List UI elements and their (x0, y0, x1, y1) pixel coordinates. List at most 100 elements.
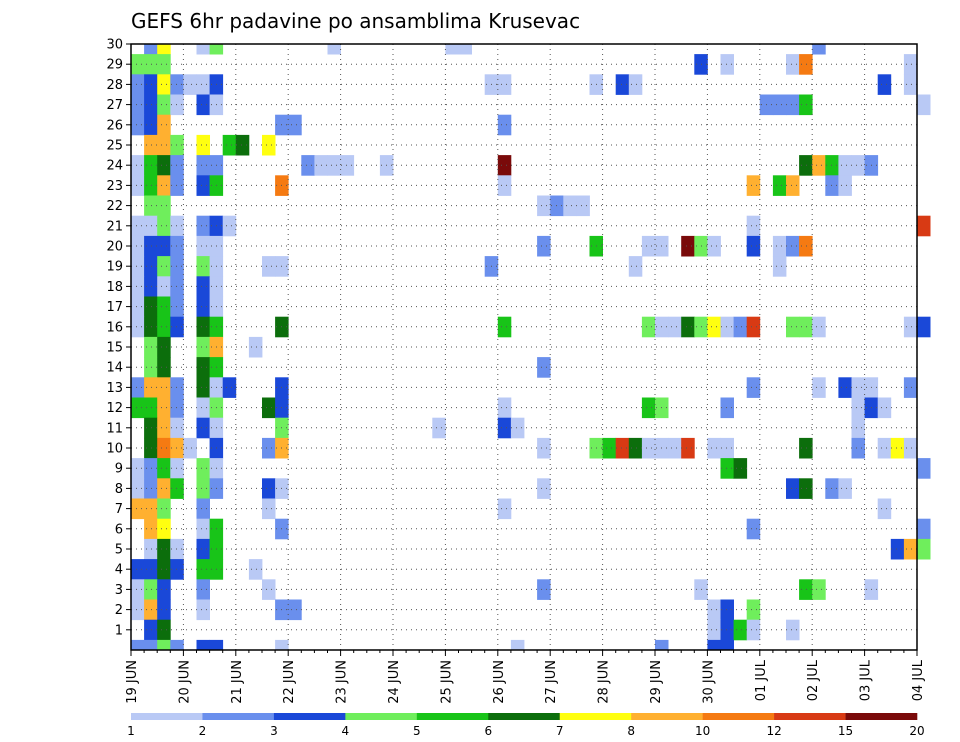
y-tick-label: 6 (115, 522, 123, 537)
precip-cell (497, 417, 512, 439)
precip-cell (733, 619, 748, 641)
precip-cell (157, 478, 171, 499)
precip-cell (144, 296, 158, 318)
precip-cell (628, 256, 643, 277)
precip-cell (157, 437, 171, 459)
precip-cell (786, 54, 800, 75)
precip-cell (746, 599, 761, 621)
precip-cell (196, 417, 210, 439)
y-tick-label: 27 (106, 98, 123, 113)
precip-cell (733, 316, 748, 338)
precip-cell (196, 94, 210, 116)
precip-cell (157, 498, 171, 520)
precip-cell (877, 498, 892, 520)
y-tick-label: 19 (106, 260, 123, 275)
y-tick-label: 2 (115, 603, 123, 618)
precip-cell (157, 397, 171, 419)
precipitation-cells (131, 44, 931, 651)
y-tick-label: 12 (106, 401, 123, 416)
precip-cell (170, 134, 184, 156)
precip-cell (720, 316, 734, 338)
colorbar-label: 5 (413, 724, 421, 738)
precip-cell (838, 377, 852, 398)
precip-cell (157, 256, 171, 277)
precip-cell (144, 538, 158, 560)
y-tick-label: 23 (106, 179, 123, 194)
precip-cell (131, 215, 145, 237)
x-tick-label: 02 JUL (806, 659, 821, 701)
precip-cell (851, 437, 865, 459)
colorbar-segment (702, 713, 775, 720)
x-tick-label: 22 JUN (282, 660, 297, 704)
precip-cell (615, 437, 630, 459)
precip-cell (917, 316, 931, 338)
colorbar-label: 20 (909, 724, 924, 738)
precip-cell (144, 74, 158, 95)
precip-cell (825, 155, 839, 176)
precip-cell (170, 478, 184, 499)
precip-cell (917, 94, 931, 116)
precip-cell (707, 619, 721, 641)
precip-cell (903, 538, 918, 560)
precip-cell (458, 44, 472, 55)
precip-cell (248, 559, 263, 580)
precip-cell (131, 74, 145, 95)
precip-cell (131, 94, 145, 116)
precip-cell (196, 74, 210, 95)
precip-cell (170, 458, 184, 479)
x-tick-label: 23 JUN (335, 660, 350, 704)
precip-cell (196, 538, 210, 560)
precip-cell (131, 397, 145, 419)
precip-cell (327, 44, 341, 55)
precip-cell (209, 639, 224, 651)
precip-cell (144, 518, 158, 540)
precip-cell (445, 44, 459, 55)
precip-cell (746, 235, 761, 257)
precip-cell (641, 437, 656, 459)
precip-cell (720, 437, 734, 459)
precip-cell (681, 316, 695, 338)
precip-cell (602, 437, 617, 459)
precip-cell (157, 377, 171, 398)
precip-cell (144, 316, 158, 338)
precip-cell (144, 579, 158, 600)
y-tick-label: 7 (115, 502, 123, 517)
precip-cell (196, 296, 210, 318)
precip-cell (170, 538, 184, 560)
precip-cell (144, 175, 158, 196)
precip-cell (157, 114, 171, 136)
precip-cell (144, 195, 158, 217)
precip-cell (131, 478, 145, 499)
precip-cell (170, 215, 184, 237)
precip-cell (746, 175, 761, 196)
precip-cell (786, 478, 800, 499)
precip-cell (183, 437, 197, 459)
precip-cell (196, 357, 210, 378)
precip-cell (196, 316, 210, 338)
precip-cell (144, 599, 158, 621)
precip-cell (131, 276, 145, 297)
precip-cell (157, 215, 171, 237)
precip-cell (786, 94, 800, 116)
precip-cell (131, 256, 145, 277)
precip-cell (681, 437, 695, 459)
colorbar: 1 2 3 4 5 6 7 8 10 12 15 20 (127, 713, 925, 738)
colorbar-segment (416, 713, 489, 720)
precip-cell (248, 336, 263, 358)
precip-cell (707, 235, 721, 257)
precip-cell (746, 619, 761, 641)
y-tick-label: 16 (106, 320, 123, 335)
precip-cell (655, 639, 669, 651)
x-tick-label: 27 JUN (544, 660, 559, 704)
precip-cell (903, 74, 918, 95)
y-tick-label: 17 (106, 300, 123, 315)
y-tick-label: 15 (106, 341, 123, 356)
precip-cell (196, 559, 210, 580)
precip-cell (131, 316, 145, 338)
precip-cell (825, 175, 839, 196)
x-tick-label: 28 JUN (597, 660, 612, 704)
precip-cell (786, 619, 800, 641)
precip-cell (262, 437, 276, 459)
precip-cell (903, 377, 918, 398)
precip-cell (144, 94, 158, 116)
